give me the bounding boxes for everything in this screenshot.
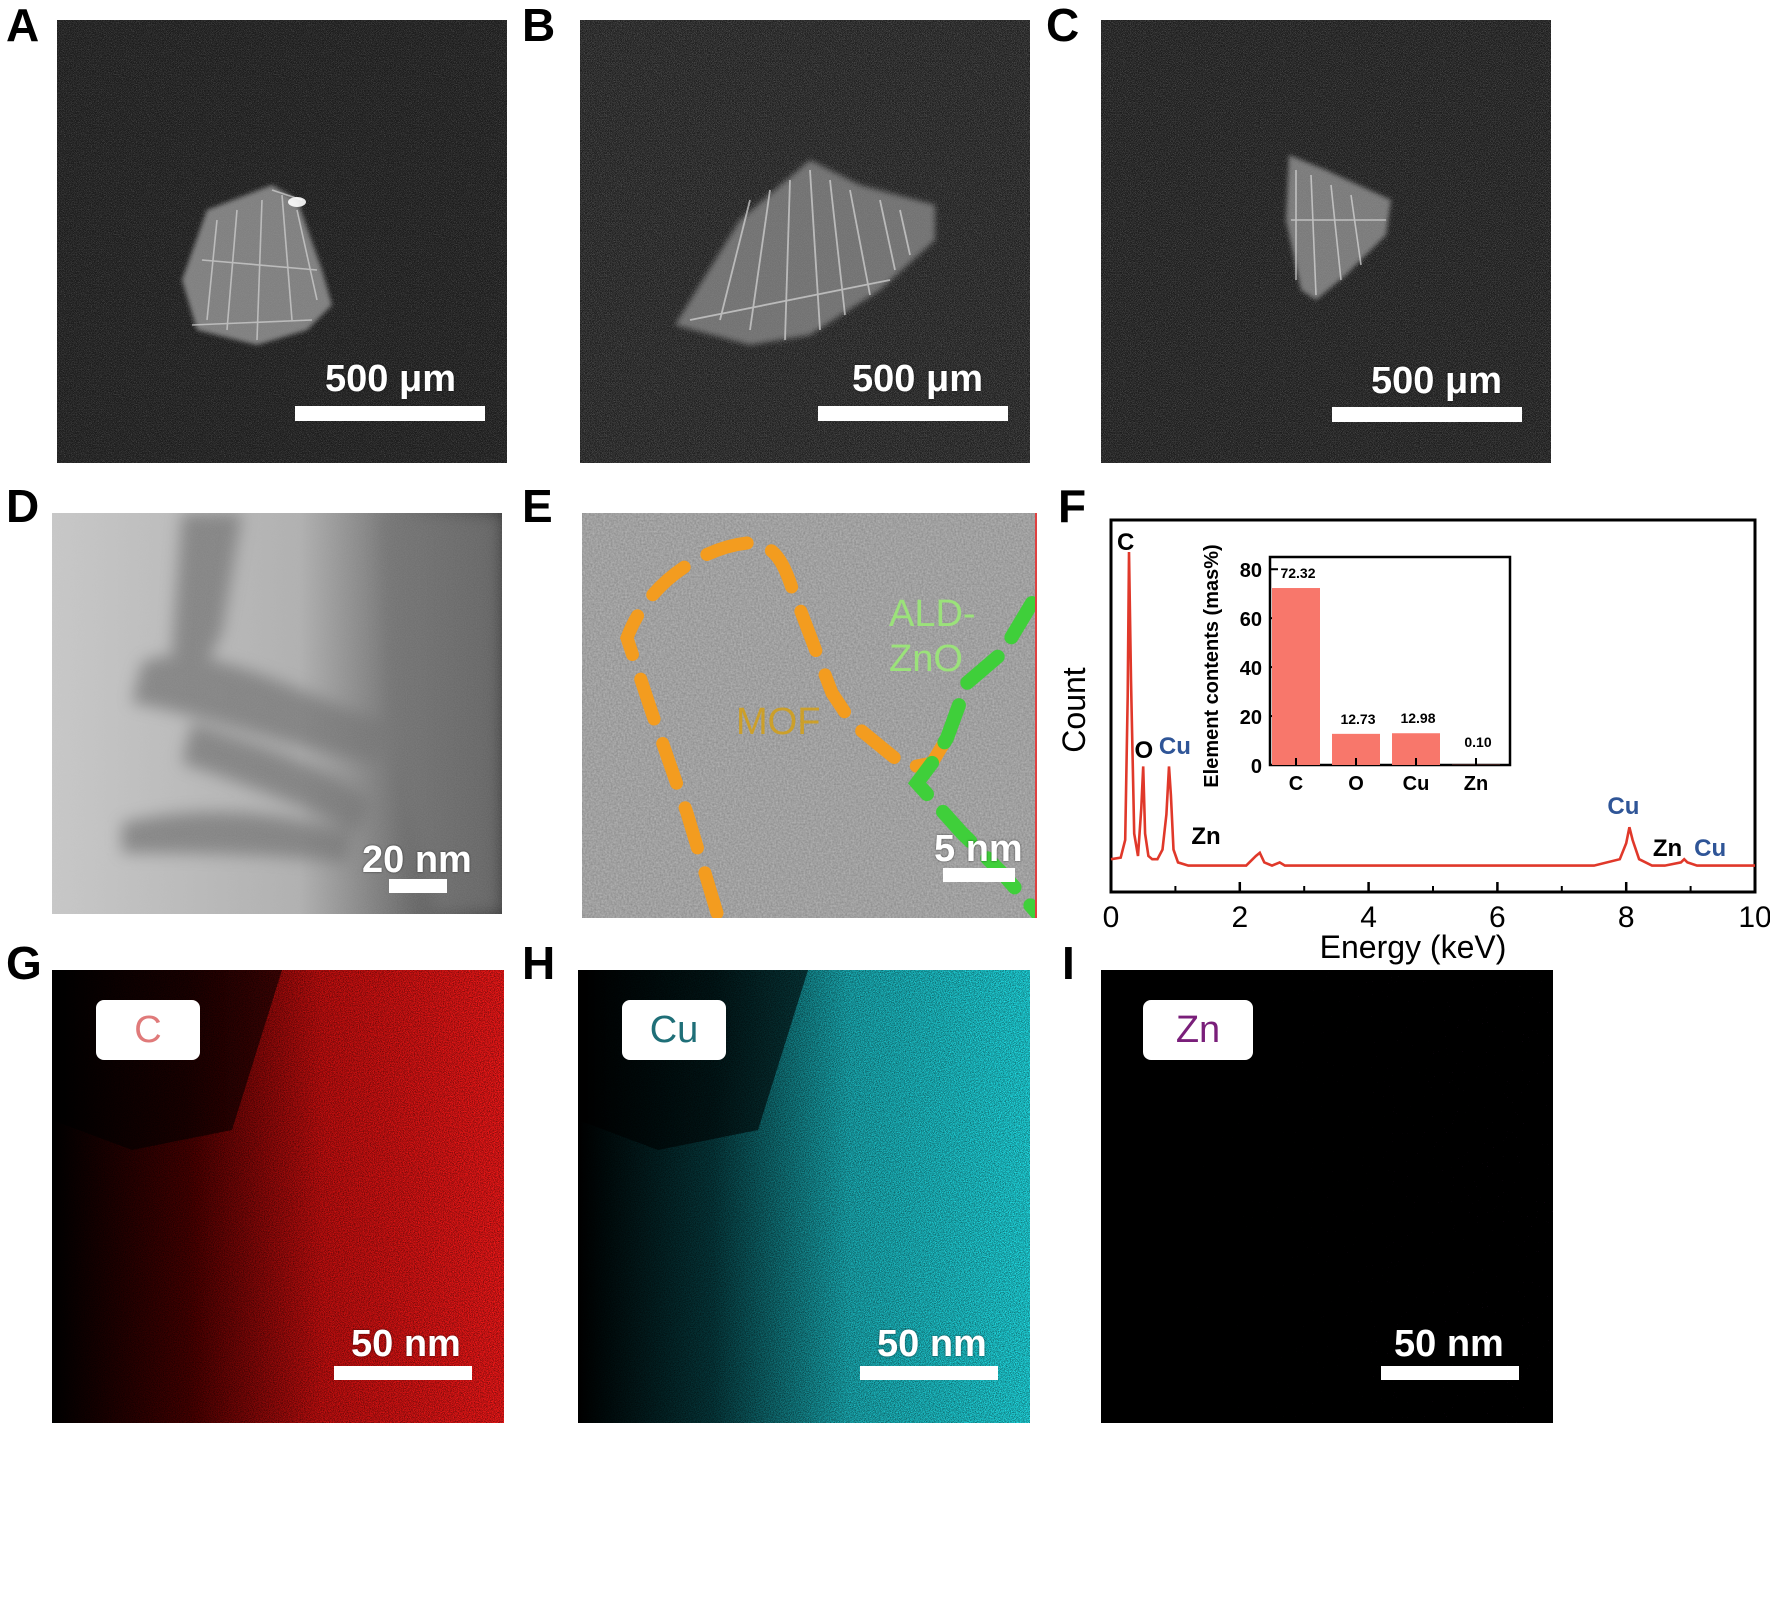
- inset-y-tick-label: 80: [1240, 560, 1262, 582]
- element-label-box: C: [96, 1000, 200, 1060]
- particle-shape: [675, 160, 935, 345]
- inset-data-label: 0.10: [1464, 734, 1491, 750]
- inset-y-tick-label: 60: [1240, 609, 1262, 631]
- element-label-box: Zn: [1143, 1000, 1253, 1060]
- panel-label-g: G: [6, 937, 42, 989]
- scale-bar: [943, 868, 1015, 882]
- inset-y-tick-label: 20: [1240, 707, 1262, 729]
- x-tick-label: 4: [1360, 901, 1377, 934]
- mof-label: MOF: [736, 701, 821, 743]
- ald-zno-boundary: [907, 596, 1037, 918]
- peak-label: Cu: [1694, 835, 1726, 862]
- scale-bar: [860, 1366, 998, 1380]
- sem-image-background: [580, 20, 1030, 463]
- inset-bar: [1272, 588, 1320, 765]
- inset-data-label: 12.98: [1400, 710, 1435, 726]
- element-label: C: [134, 1008, 162, 1051]
- tem-image-background: [52, 513, 502, 914]
- scale-bar: [1381, 1366, 1519, 1380]
- scale-bar-label: 5 nm: [934, 828, 1023, 870]
- scale-bar-label: 50 nm: [1394, 1323, 1504, 1365]
- scale-bar-label: 500 μm: [1371, 360, 1502, 402]
- panel-e-hrtem-image: MOF ALD- ZnO 5 nm: [582, 513, 1037, 918]
- sem-image-background: [57, 20, 507, 463]
- peak-label: Cu: [1607, 793, 1639, 820]
- peak-label: O: [1134, 737, 1153, 764]
- x-tick-label: 0: [1103, 901, 1120, 934]
- inset-y-tick-label: 40: [1240, 658, 1262, 680]
- x-tick-label: 6: [1489, 901, 1506, 934]
- scale-bar: [334, 1366, 472, 1380]
- hrtem-image-background: [582, 513, 1037, 918]
- scale-bar: [389, 879, 447, 893]
- x-axis-label: Energy (keV): [1320, 929, 1507, 965]
- panel-i-eds-map-zn: Zn 50 nm: [1101, 970, 1553, 1423]
- scale-bar: [295, 406, 485, 421]
- panel-label-i: I: [1062, 937, 1075, 989]
- y-axis-label: Count: [1056, 667, 1092, 753]
- inset-x-tick-label: Zn: [1464, 773, 1488, 795]
- element-label: Zn: [1175, 1008, 1221, 1051]
- panel-h-eds-map-cu: Cu 50 nm: [578, 970, 1030, 1423]
- inset-x-tick-label: O: [1348, 773, 1364, 795]
- spectrum-line: [1110, 551, 1755, 868]
- scale-bar-label: 500 μm: [325, 358, 456, 400]
- panel-label-d: D: [6, 480, 40, 532]
- panel-label-h: H: [522, 937, 556, 989]
- panel-label-e: E: [522, 480, 553, 532]
- inset-y-axis-label: Element contents (mas%): [1201, 544, 1223, 787]
- inset-y-tick-label: 0: [1251, 756, 1262, 778]
- x-tick-label: 8: [1618, 901, 1635, 934]
- scale-bar-label: 20 nm: [362, 839, 472, 881]
- scale-bar-label: 500 μm: [852, 358, 983, 400]
- ald-zno-label-line1: ALD-: [889, 593, 976, 635]
- panel-label-c: C: [1046, 0, 1080, 51]
- scale-bar-label: 50 nm: [351, 1323, 461, 1365]
- x-tick-label: 10: [1738, 901, 1770, 934]
- inset-data-label: 12.73: [1340, 711, 1375, 727]
- peak-label: C: [1117, 529, 1134, 556]
- peak-label: Zn: [1653, 835, 1682, 862]
- inset-data-label: 72.32: [1280, 565, 1315, 581]
- panel-a-sem-image: 500 μm: [57, 20, 507, 463]
- panel-label-f: F: [1058, 480, 1087, 532]
- panel-c-sem-image: 500 μm: [1101, 20, 1551, 463]
- peak-label: Cu: [1159, 733, 1191, 760]
- scale-bar: [1332, 407, 1522, 422]
- inset-x-tick-label: C: [1289, 773, 1303, 795]
- panel-g-eds-map-c: C 50 nm: [52, 970, 504, 1423]
- peak-label: Zn: [1191, 823, 1220, 850]
- inset-x-tick-label: Cu: [1403, 773, 1430, 795]
- mof-boundary: [620, 536, 954, 918]
- panel-label-b: B: [522, 0, 556, 51]
- element-label: Cu: [649, 1008, 699, 1051]
- ald-zno-label-line2: ZnO: [889, 638, 963, 680]
- scale-bar-label: 50 nm: [877, 1323, 987, 1365]
- sem-image-background: [1101, 20, 1551, 463]
- scale-bar: [818, 406, 1008, 421]
- panel-label-a: A: [6, 0, 40, 51]
- element-label-box: Cu: [622, 1000, 726, 1060]
- panel-d-tem-image: 20 nm: [52, 513, 502, 914]
- panel-b-sem-image: 500 μm: [580, 20, 1030, 463]
- x-tick-label: 2: [1231, 901, 1248, 934]
